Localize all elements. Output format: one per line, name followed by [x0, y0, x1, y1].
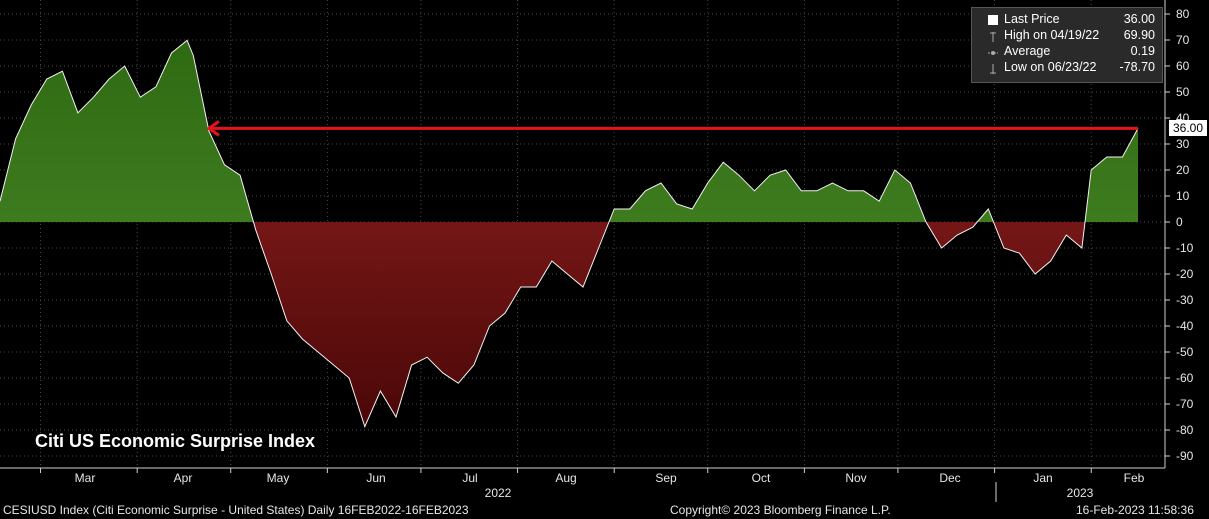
low-marker-icon [988, 63, 998, 73]
legend-item-last-price: Last Price 36.00 [972, 12, 1162, 28]
x-tick-label: Jan [1033, 471, 1052, 485]
y-tick-label: -60 [1176, 371, 1194, 385]
year-label-2022: 2022 [485, 486, 512, 500]
y-tick-label: 60 [1176, 59, 1190, 73]
x-tick-label: Nov [845, 471, 866, 485]
area-fills [0, 40, 1138, 426]
y-tick-label: 10 [1176, 189, 1190, 203]
x-tick-label: Apr [174, 471, 193, 485]
chart-title: Citi US Economic Surprise Index [35, 431, 315, 452]
y-axis: 80706050403020100-10-20-30-40-50-60-70-8… [1165, 0, 1194, 468]
last-value-tag: 36.00 [1169, 120, 1207, 136]
x-tick-label: May [267, 471, 290, 485]
legend-item-high: High on 04/19/22 69.90 [972, 28, 1162, 44]
square-marker-icon [988, 15, 998, 25]
y-tick-label: 20 [1176, 163, 1190, 177]
y-tick-label: -10 [1176, 241, 1194, 255]
reference-line [209, 121, 1138, 135]
y-tick-label: 0 [1176, 215, 1183, 229]
year-label-2023: 2023 [1067, 486, 1094, 500]
footer-copyright: Copyright© 2023 Bloomberg Finance L.P. [670, 503, 891, 517]
x-tick-label: Jun [366, 471, 385, 485]
footer-timestamp: 16-Feb-2023 11:58:36 [1076, 503, 1194, 517]
x-tick-label: Jul [462, 471, 477, 485]
footer-series-info: CESIUSD Index (Citi Economic Surprise - … [3, 503, 469, 517]
y-tick-label: -20 [1176, 267, 1194, 281]
y-tick-label: 30 [1176, 137, 1190, 151]
high-marker-icon [988, 31, 998, 41]
x-tick-label: Sep [655, 471, 677, 485]
y-tick-label: -50 [1176, 345, 1194, 359]
x-tick-label: Dec [939, 471, 960, 485]
x-tick-label: Feb [1124, 471, 1145, 485]
legend-item-low: Low on 06/23/22 -78.70 [972, 60, 1162, 76]
legend-item-average: Average 0.19 [972, 44, 1162, 60]
x-tick-label: Aug [555, 471, 576, 485]
legend: Last Price 36.00 High on 04/19/22 69.90 … [971, 7, 1163, 83]
y-tick-label: -80 [1176, 423, 1194, 437]
x-axis: Mar Apr May Jun Jul Aug Sep Oct Nov Dec Jan Feb 2022… [0, 468, 1165, 502]
y-tick-label: -90 [1176, 449, 1194, 463]
y-tick-label: -40 [1176, 319, 1194, 333]
average-marker-icon [988, 47, 998, 57]
y-tick-label: 70 [1176, 33, 1190, 47]
x-tick-label: Mar [75, 471, 96, 485]
y-tick-label: 50 [1176, 85, 1190, 99]
y-tick-label: -70 [1176, 397, 1194, 411]
y-tick-label: 80 [1176, 7, 1190, 21]
x-tick-label: Oct [752, 471, 771, 485]
y-tick-label: -30 [1176, 293, 1194, 307]
